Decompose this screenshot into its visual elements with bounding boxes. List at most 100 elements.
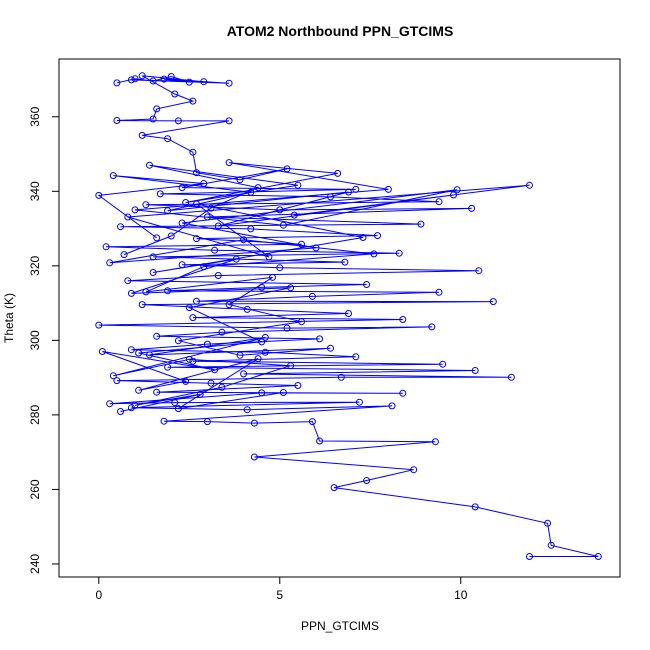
data-point [200, 180, 208, 187]
data-point [468, 204, 476, 212]
data-point [120, 251, 128, 259]
data-point [395, 249, 403, 257]
data-point [330, 484, 338, 492]
data-point [196, 390, 204, 398]
data-point [153, 388, 161, 396]
data-point [185, 355, 193, 363]
data-point [352, 353, 360, 361]
data-point [276, 264, 284, 272]
data-point [203, 418, 211, 426]
data-point [435, 198, 443, 206]
data-point [189, 314, 197, 322]
data-point [594, 553, 602, 560]
data-point [135, 386, 143, 394]
data-point [279, 221, 287, 229]
data-point [544, 519, 552, 527]
data-point [428, 323, 436, 331]
data-point [207, 204, 215, 212]
data-point [225, 117, 233, 125]
data-point [185, 78, 193, 86]
data-point [131, 401, 139, 409]
data-point [453, 186, 461, 194]
data-point [337, 373, 345, 381]
data-point [294, 181, 302, 189]
data-point [363, 281, 371, 288]
data-point [247, 225, 255, 233]
data-point [370, 250, 378, 258]
data-point [153, 234, 161, 242]
data-point [160, 417, 168, 425]
data-point [127, 289, 135, 297]
data-point [399, 389, 407, 397]
data-point [218, 383, 226, 391]
data-point [135, 349, 143, 357]
data-point [193, 235, 200, 243]
data-point [167, 73, 175, 80]
data-point [156, 190, 164, 198]
data-point [417, 220, 425, 228]
data-point [254, 184, 262, 192]
data-point [113, 377, 121, 385]
plot-frame [58, 58, 621, 578]
data-point [218, 328, 226, 336]
data-point [182, 199, 190, 206]
x-tick-label: 0 [95, 588, 102, 602]
data-point [160, 75, 168, 83]
data-point [250, 453, 258, 461]
series-line-1 [98, 75, 599, 557]
x-tick-label: 5 [276, 588, 283, 602]
data-point [283, 324, 291, 332]
data-point [127, 346, 135, 354]
data-point [316, 335, 324, 343]
data-point [153, 332, 161, 340]
data-point [374, 232, 381, 240]
data-point [193, 169, 200, 177]
data-point [243, 406, 251, 414]
x-tick-label: 10 [454, 588, 468, 602]
x-axis-label: PPN_GTCIMS [301, 619, 379, 633]
data-point [113, 79, 121, 87]
data-point [388, 402, 396, 410]
data-point [258, 338, 266, 346]
data-point [193, 200, 200, 208]
data-point [439, 360, 447, 368]
data-point [164, 287, 172, 295]
data-point [475, 267, 483, 275]
data-point [341, 258, 349, 266]
data-point [240, 370, 248, 378]
data-point [345, 310, 352, 317]
data-point [345, 188, 352, 196]
data-point [189, 148, 197, 156]
data-point [359, 234, 367, 241]
data-point [189, 357, 197, 365]
data-point [182, 377, 190, 385]
data-point [261, 348, 269, 356]
data-point [200, 78, 208, 86]
data-point [236, 351, 244, 359]
data-point [142, 201, 150, 209]
data-point [149, 77, 157, 85]
data-point [327, 344, 334, 352]
data-point [174, 117, 182, 125]
y-tick-label: 340 [28, 181, 42, 201]
data-point [384, 185, 392, 193]
y-tick-label: 320 [28, 255, 42, 275]
data-point [410, 466, 418, 474]
data-point [363, 477, 371, 484]
chart-title: ATOM2 Northbound PPN_GTCIMS [227, 23, 454, 39]
data-point [174, 337, 182, 345]
data-point [265, 253, 273, 261]
data-point [102, 243, 110, 251]
data-point [138, 72, 146, 80]
data-point [276, 206, 284, 214]
data-point [279, 389, 287, 396]
data-point [214, 272, 222, 279]
y-tick-label: 260 [28, 479, 42, 499]
data-point [138, 301, 146, 309]
data-point [127, 76, 135, 84]
data-point [149, 115, 157, 123]
data-point [247, 188, 255, 196]
data-point [308, 418, 316, 426]
y-axis-label: Theta (K) [2, 293, 16, 343]
data-point [138, 131, 146, 139]
